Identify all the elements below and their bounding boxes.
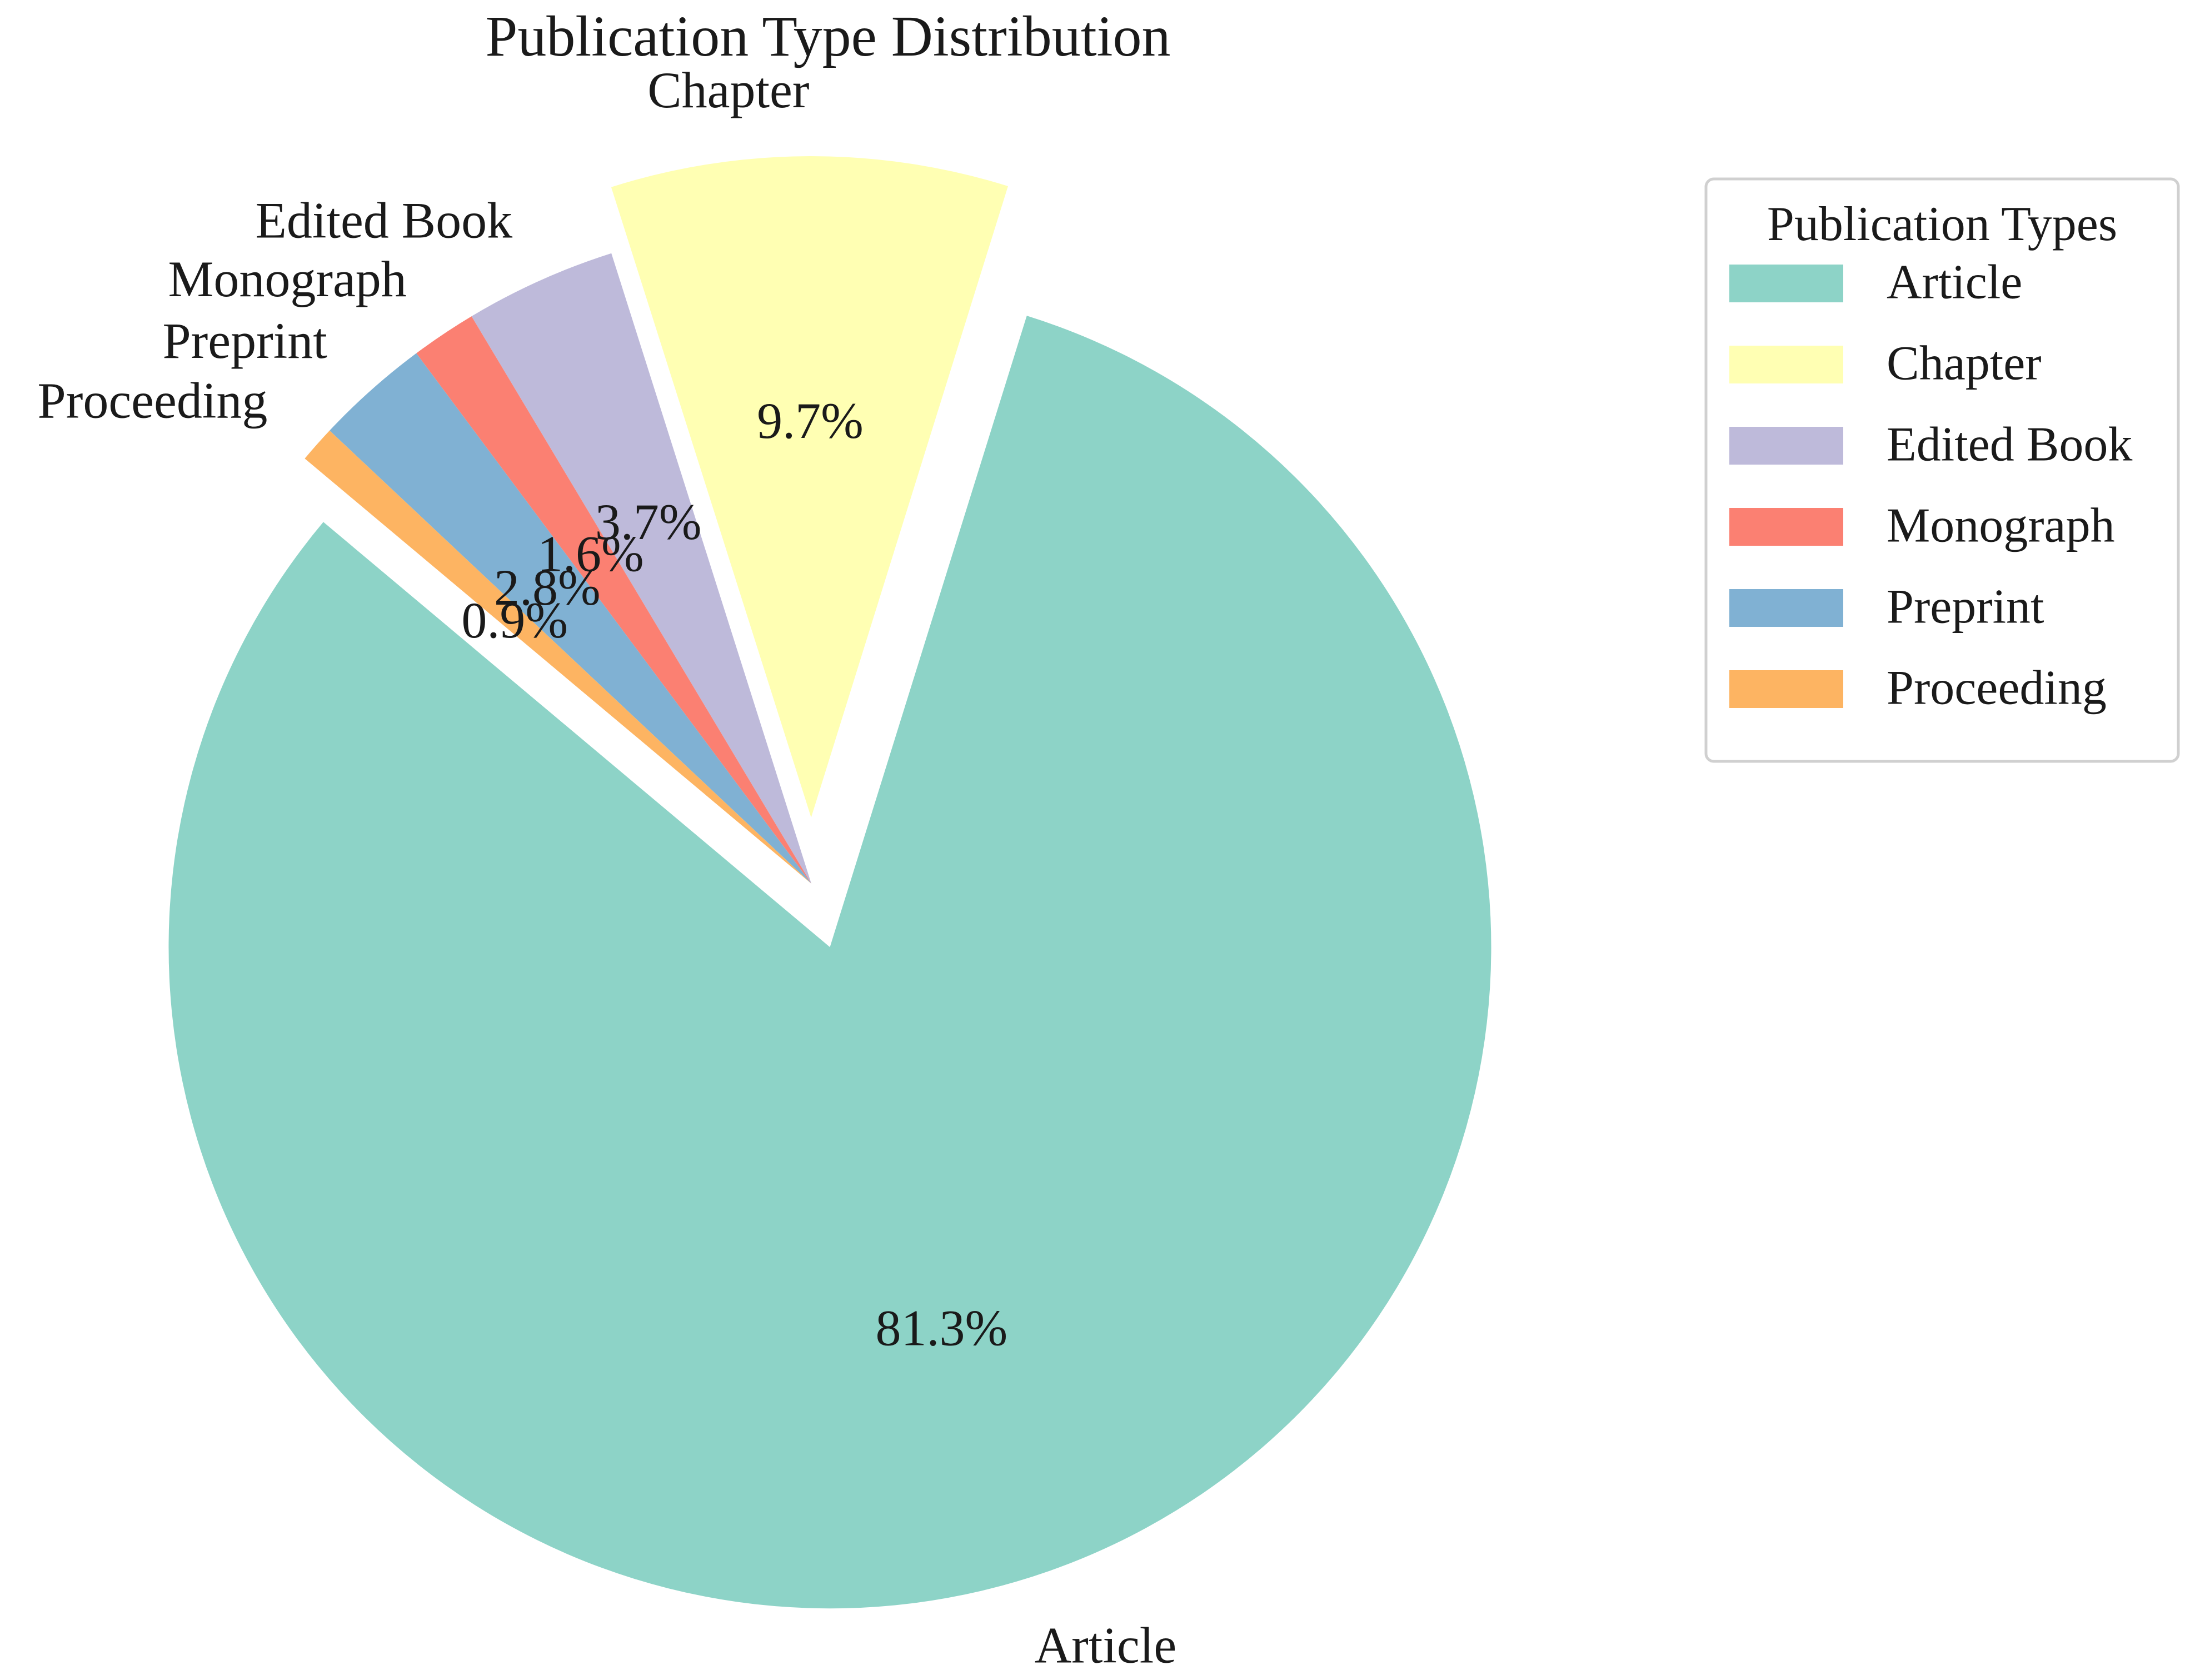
pie-slice-edited-book <box>471 253 811 884</box>
legend-label-edited-book: Edited Book <box>1887 418 2132 472</box>
legend-items: Article Chapter Edited Book Monograph Prepri… <box>1729 256 2132 715</box>
legend-title: Publication Types <box>1767 197 2117 251</box>
legend-label-monograph: Monograph <box>1887 499 2115 553</box>
legend-label-preprint: Preprint <box>1887 580 2044 634</box>
legend-label-article: Article <box>1887 256 2022 310</box>
legend-swatch-proceeding <box>1729 670 1843 708</box>
legend-label-proceeding: Proceeding <box>1887 661 2107 715</box>
slice-percent-proceeding: 0.9% <box>461 592 568 649</box>
slice-percent-edited-book: 3.7% <box>595 493 702 550</box>
slice-percent-article: 81.3% <box>876 1299 1008 1356</box>
pie-slice-article <box>168 316 1491 1609</box>
chart-title: Publication Type Distribution <box>486 4 1171 68</box>
slice-percent-monograph: 1.6% <box>537 526 644 582</box>
legend-swatch-monograph <box>1729 508 1843 546</box>
legend-label-chapter: Chapter <box>1887 337 2042 391</box>
pie-slices <box>168 156 1491 1609</box>
legend-swatch-preprint <box>1729 589 1843 627</box>
slice-percent-chapter: 9.7% <box>757 392 864 449</box>
legend: Publication Types Article Chapter Edited B… <box>1704 177 2180 763</box>
pie-slice-proceeding <box>305 430 811 884</box>
pie-slice-preprint <box>330 353 811 884</box>
slice-label-preprint: Preprint <box>162 312 327 369</box>
legend-swatch-chapter <box>1729 346 1843 383</box>
pie-slice-chapter <box>611 156 1008 818</box>
pie-slice-monograph <box>416 316 811 884</box>
slice-outer-labels: Article Chapter Edited BookMonographPrepri… <box>38 62 1177 1673</box>
slice-label-monograph: Monograph <box>168 251 407 307</box>
slice-percent-labels: 81.3% 9.7% 3.7%1.6%2.8%0.9% <box>461 392 1007 1356</box>
legend-swatch-edited-book <box>1729 427 1843 465</box>
legend-swatch-article <box>1729 265 1843 302</box>
slice-label-edited-book: Edited Book <box>256 192 513 249</box>
slice-percent-preprint: 2.8% <box>494 559 601 616</box>
slice-label-proceeding: Proceeding <box>38 372 268 429</box>
slice-label-chapter: Chapter <box>647 62 809 118</box>
slice-label-article: Article <box>1035 1617 1176 1673</box>
